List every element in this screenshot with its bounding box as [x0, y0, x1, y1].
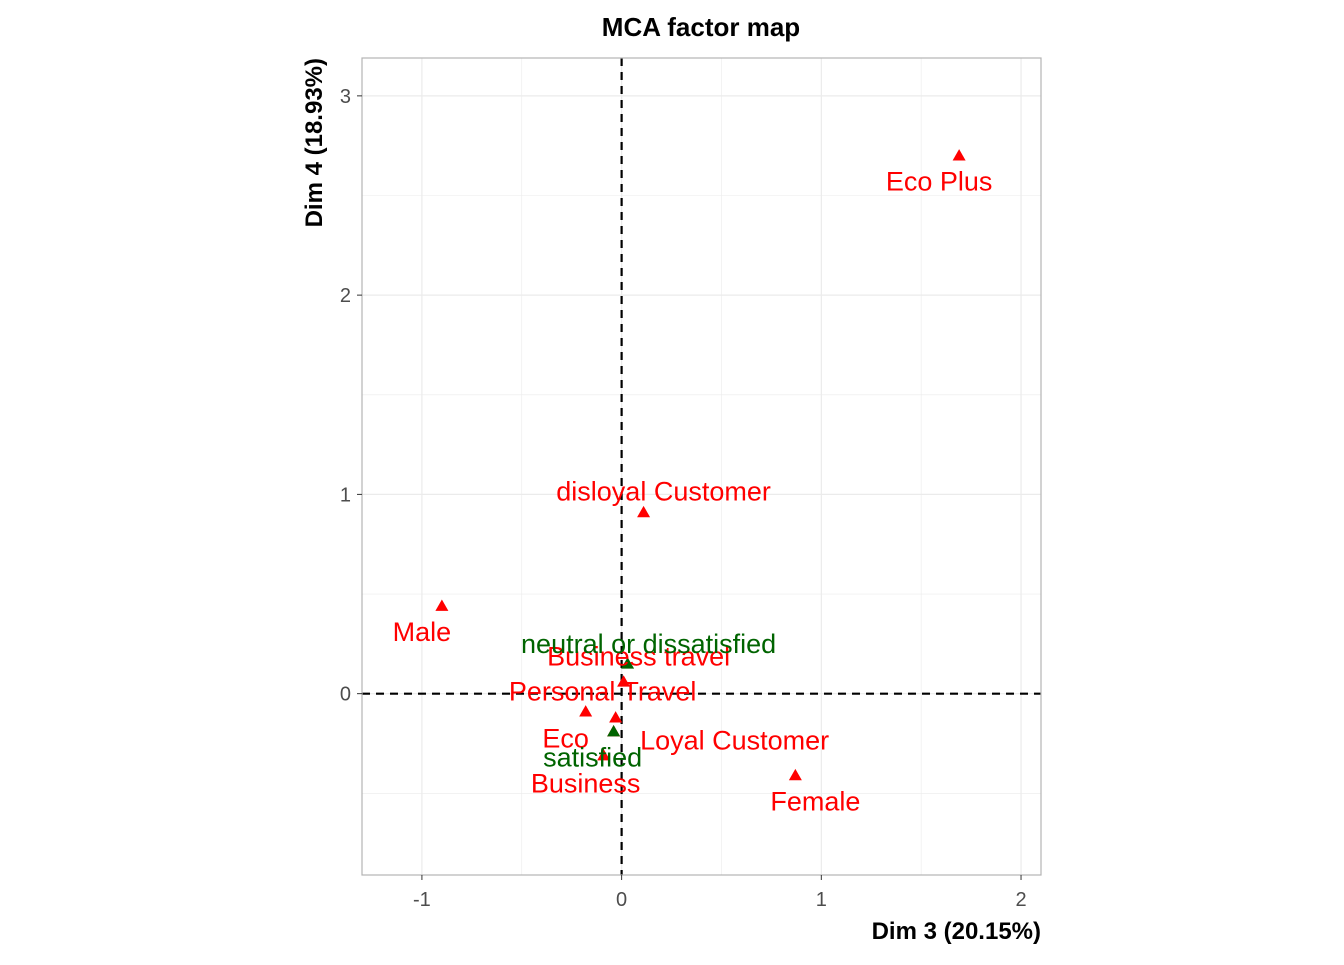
x-tick-label: 0	[616, 889, 627, 911]
y-tick-label: 1	[340, 484, 351, 506]
point-marker	[435, 599, 449, 611]
point-label: Eco	[542, 724, 589, 754]
point-label: Female	[770, 786, 860, 816]
y-axis-label: Dim 4 (18.93%)	[301, 58, 328, 227]
point-label: Business	[531, 768, 641, 798]
chart-title: MCA factor map	[602, 12, 800, 42]
point-marker	[637, 505, 651, 518]
x-axis-label: Dim 3 (20.15%)	[872, 918, 1041, 945]
point-marker	[621, 657, 635, 669]
point-marker	[579, 705, 593, 717]
point-marker	[952, 149, 966, 161]
point-label: Male	[393, 617, 452, 647]
point-marker	[788, 768, 802, 781]
point-label: Loyal Customer	[640, 726, 829, 756]
point-label: neutral or dissatisfied	[521, 629, 776, 659]
point-label: Personal Travel	[509, 677, 697, 707]
grid-layer	[362, 58, 1041, 875]
data-points	[435, 149, 966, 781]
point-label: Business travel	[547, 642, 730, 672]
point-label: satisfied	[543, 743, 642, 773]
point-marker	[607, 725, 621, 737]
point-marker	[597, 748, 611, 761]
point-labels: Eco Plus disloyal Customer Male Business tr…	[393, 167, 993, 817]
point-marker	[617, 675, 631, 687]
y-tick-label: 2	[340, 285, 351, 307]
point-label: disloyal Customer	[556, 476, 771, 506]
x-tick-label: 1	[816, 889, 827, 911]
point-marker	[609, 711, 623, 723]
y-tick-label: 3	[340, 86, 351, 108]
panel-border	[361, 57, 1042, 876]
x-tick-label: 2	[1015, 889, 1026, 911]
axis-ticks: -1 0 1 2 0 1 2 3	[340, 86, 1027, 911]
point-label: Eco Plus	[886, 167, 993, 197]
x-tick-label: -1	[413, 889, 431, 911]
y-tick-label: 0	[340, 684, 351, 706]
reference-lines	[362, 58, 1041, 875]
